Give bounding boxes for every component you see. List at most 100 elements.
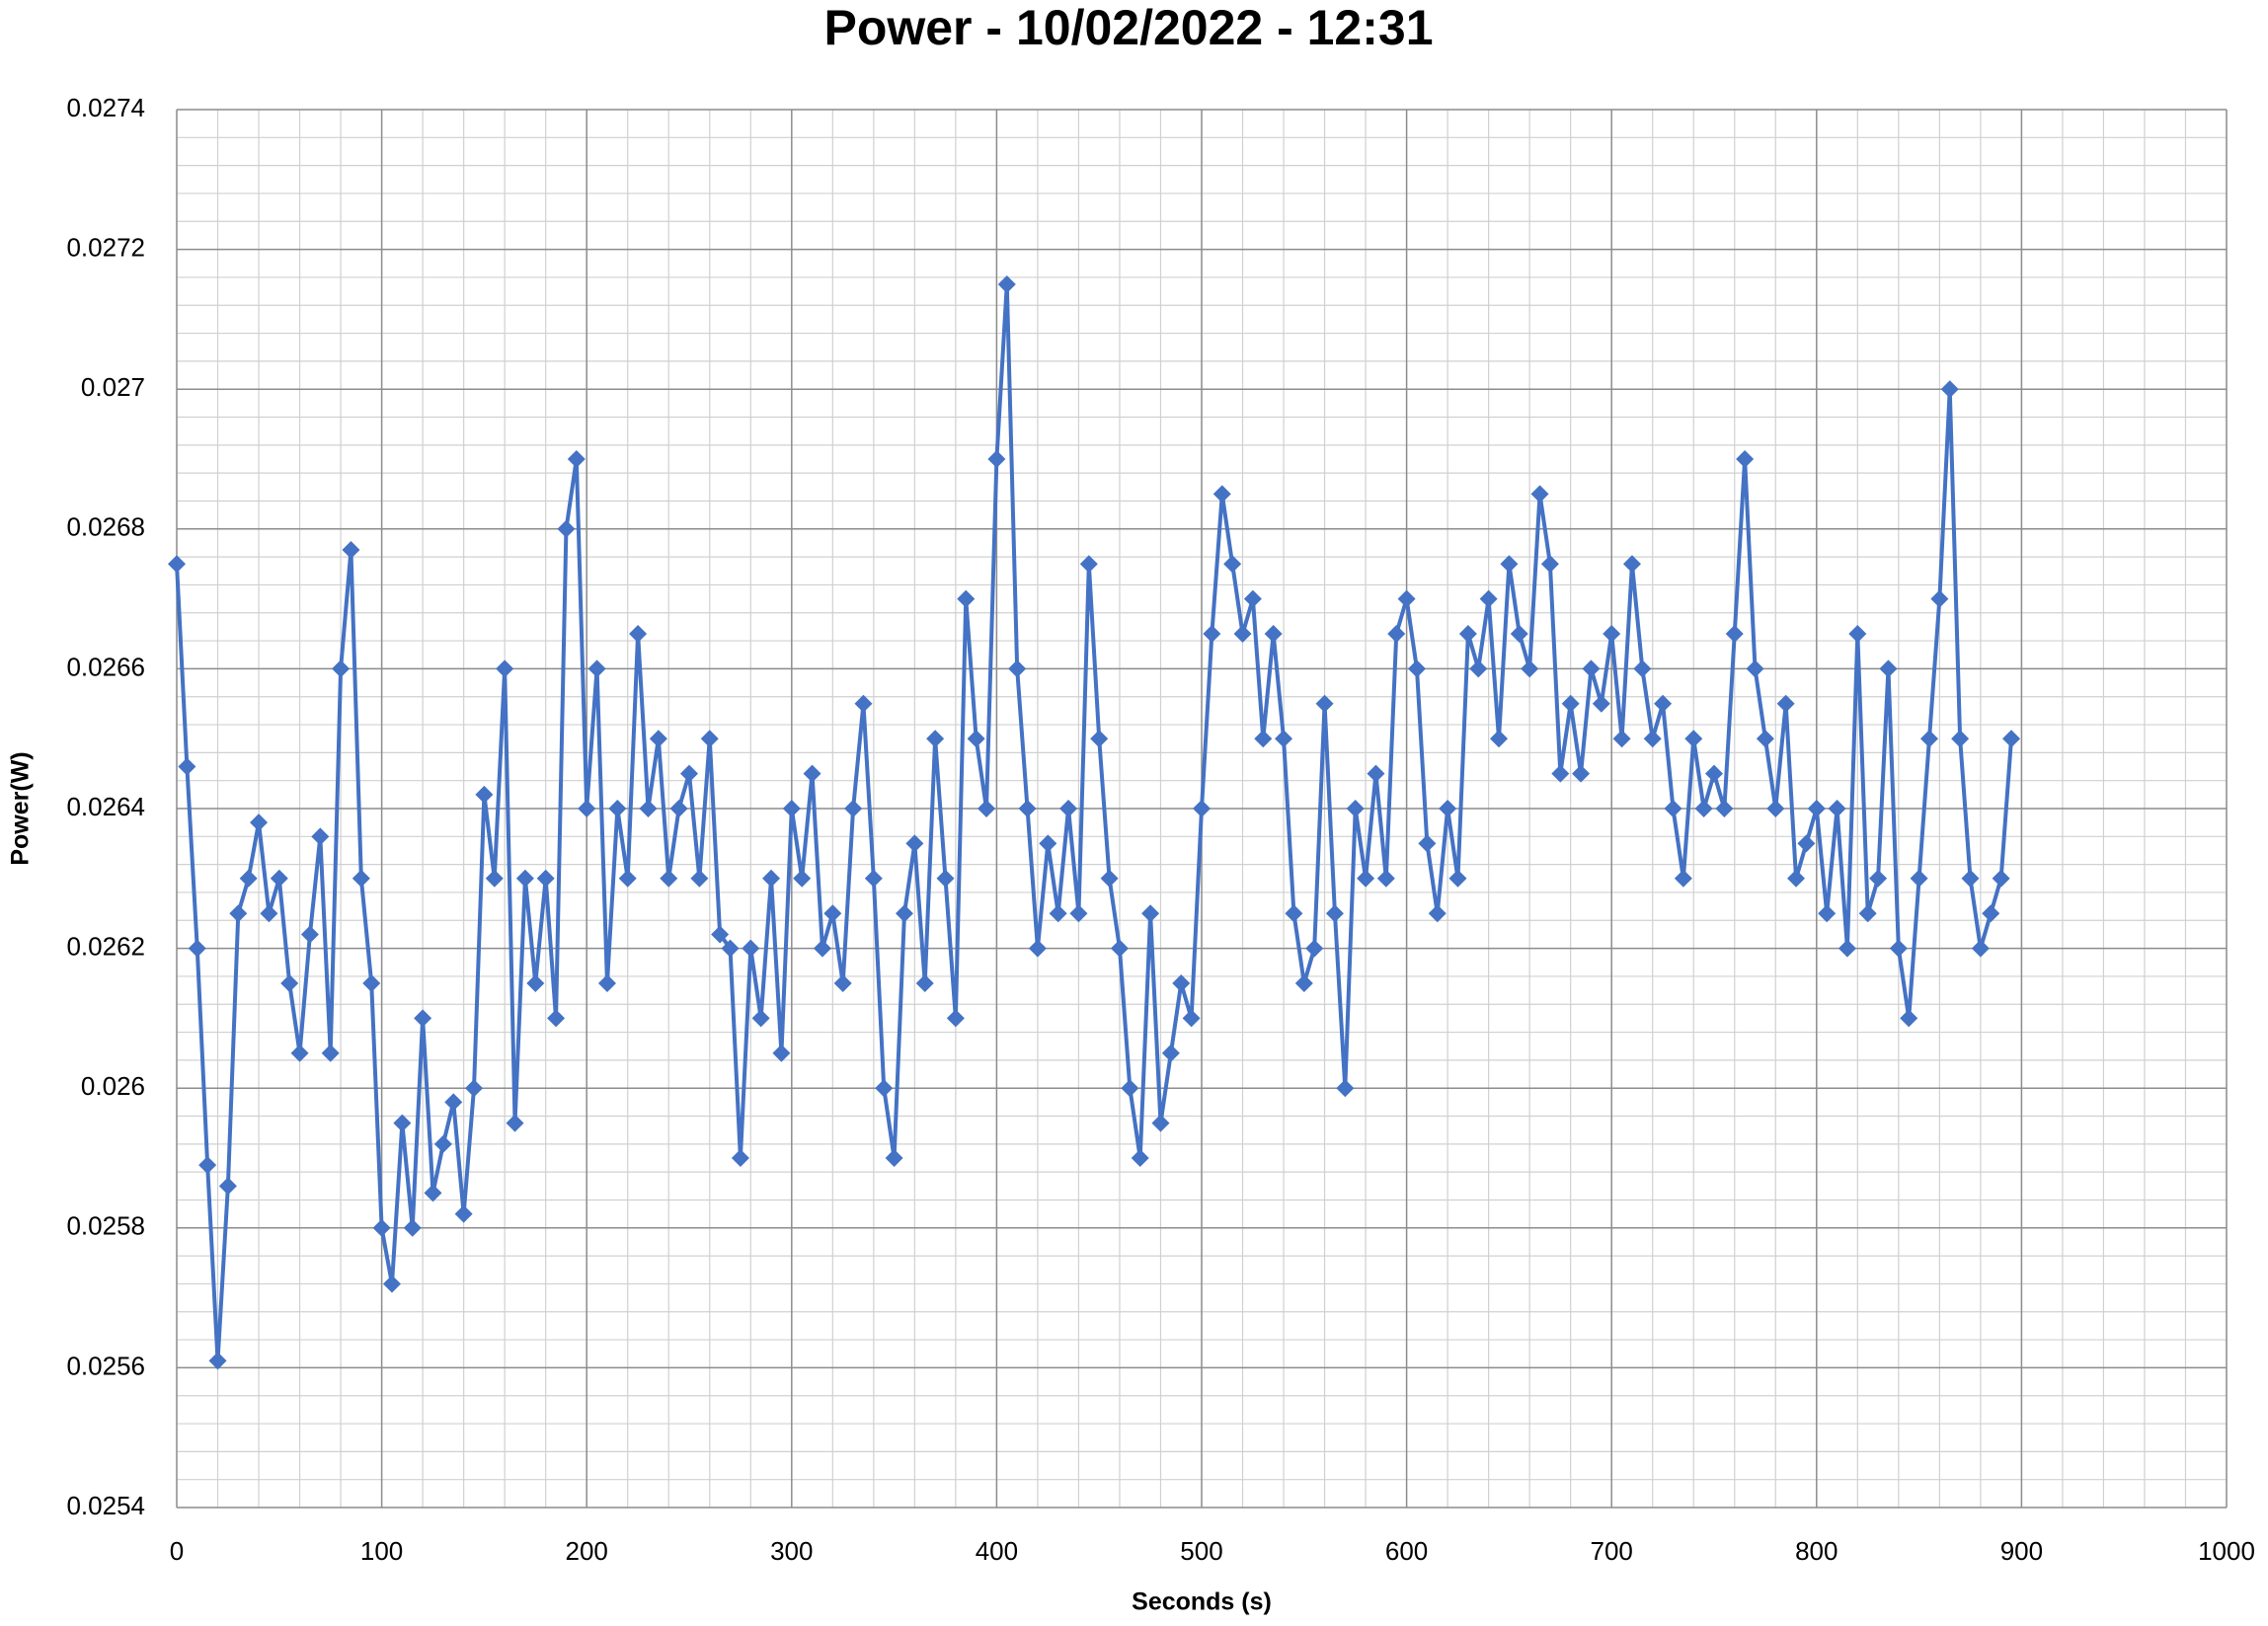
marker — [1828, 800, 1846, 817]
marker — [239, 869, 258, 888]
marker — [1787, 869, 1806, 888]
marker — [618, 869, 637, 888]
marker — [1736, 450, 1755, 468]
marker — [885, 1149, 903, 1167]
marker — [280, 974, 299, 992]
marker — [1131, 1149, 1149, 1167]
marker — [250, 813, 269, 832]
marker — [700, 730, 719, 748]
marker — [1930, 589, 1949, 608]
marker — [1572, 764, 1591, 783]
marker — [844, 800, 863, 817]
marker — [1151, 1114, 1170, 1132]
marker — [496, 659, 514, 678]
marker — [690, 869, 709, 888]
marker — [188, 939, 206, 958]
marker — [414, 1009, 432, 1028]
marker — [536, 869, 555, 888]
marker — [1551, 764, 1570, 783]
marker — [1910, 869, 1928, 888]
marker — [1346, 800, 1365, 817]
marker — [403, 1218, 422, 1237]
marker — [1100, 869, 1119, 888]
marker — [813, 939, 831, 958]
marker — [1951, 730, 1970, 748]
marker — [1387, 625, 1406, 643]
marker — [1161, 1044, 1180, 1062]
marker — [597, 974, 616, 992]
y-tick-label: 0.0262 — [66, 931, 145, 961]
marker — [178, 757, 196, 776]
marker — [1582, 659, 1601, 678]
marker — [475, 785, 494, 804]
marker — [208, 1352, 227, 1370]
marker — [393, 1114, 412, 1132]
y-tick-label: 0.027 — [81, 372, 145, 402]
marker — [382, 1275, 401, 1293]
marker — [1643, 730, 1662, 748]
marker — [1961, 869, 1980, 888]
marker — [1521, 659, 1539, 678]
marker — [1315, 694, 1334, 713]
marker — [1376, 869, 1395, 888]
marker — [772, 1044, 791, 1062]
marker — [1622, 555, 1641, 574]
marker — [1141, 904, 1160, 923]
x-tick-label: 400 — [976, 1536, 1018, 1566]
marker — [1490, 730, 1509, 748]
marker — [1325, 904, 1344, 923]
marker — [433, 1134, 452, 1153]
marker — [936, 869, 955, 888]
marker — [875, 1079, 894, 1098]
marker — [1305, 939, 1324, 958]
marker — [1121, 1079, 1139, 1098]
marker — [608, 800, 627, 817]
marker — [1203, 625, 1221, 643]
marker — [1397, 589, 1416, 608]
marker — [1357, 869, 1375, 888]
marker — [1807, 800, 1826, 817]
marker — [485, 869, 504, 888]
marker — [669, 800, 688, 817]
marker — [321, 1044, 340, 1062]
marker — [1469, 659, 1488, 678]
marker — [833, 974, 852, 992]
marker — [1684, 730, 1703, 748]
marker — [2002, 730, 2021, 748]
marker — [1039, 834, 1057, 853]
marker — [1992, 869, 2010, 888]
marker — [1049, 904, 1067, 923]
y-tick-label: 0.0266 — [66, 652, 145, 681]
x-tick-label: 1000 — [2198, 1536, 2255, 1566]
marker — [680, 764, 698, 783]
marker — [1294, 974, 1313, 992]
marker — [300, 925, 319, 944]
marker — [1694, 800, 1713, 817]
marker — [557, 519, 576, 538]
marker — [915, 974, 934, 992]
x-tick-label: 600 — [1385, 1536, 1428, 1566]
marker — [1848, 625, 1867, 643]
marker — [1879, 659, 1898, 678]
marker — [742, 939, 760, 958]
marker — [1900, 1009, 1918, 1028]
marker — [987, 450, 1006, 468]
marker — [362, 974, 381, 992]
marker — [1766, 800, 1785, 817]
marker — [547, 1009, 566, 1028]
marker — [587, 659, 606, 678]
x-tick-label: 800 — [1795, 1536, 1838, 1566]
marker — [1428, 904, 1447, 923]
marker — [1715, 800, 1734, 817]
x-tick-label: 500 — [1180, 1536, 1222, 1566]
marker — [1674, 869, 1692, 888]
x-tick-label: 200 — [566, 1536, 608, 1566]
marker — [639, 800, 658, 817]
marker — [1367, 764, 1385, 783]
marker — [629, 625, 648, 643]
marker — [1797, 834, 1816, 853]
y-tick-label: 0.0268 — [66, 512, 145, 542]
marker — [1561, 694, 1580, 713]
marker — [751, 1009, 770, 1028]
